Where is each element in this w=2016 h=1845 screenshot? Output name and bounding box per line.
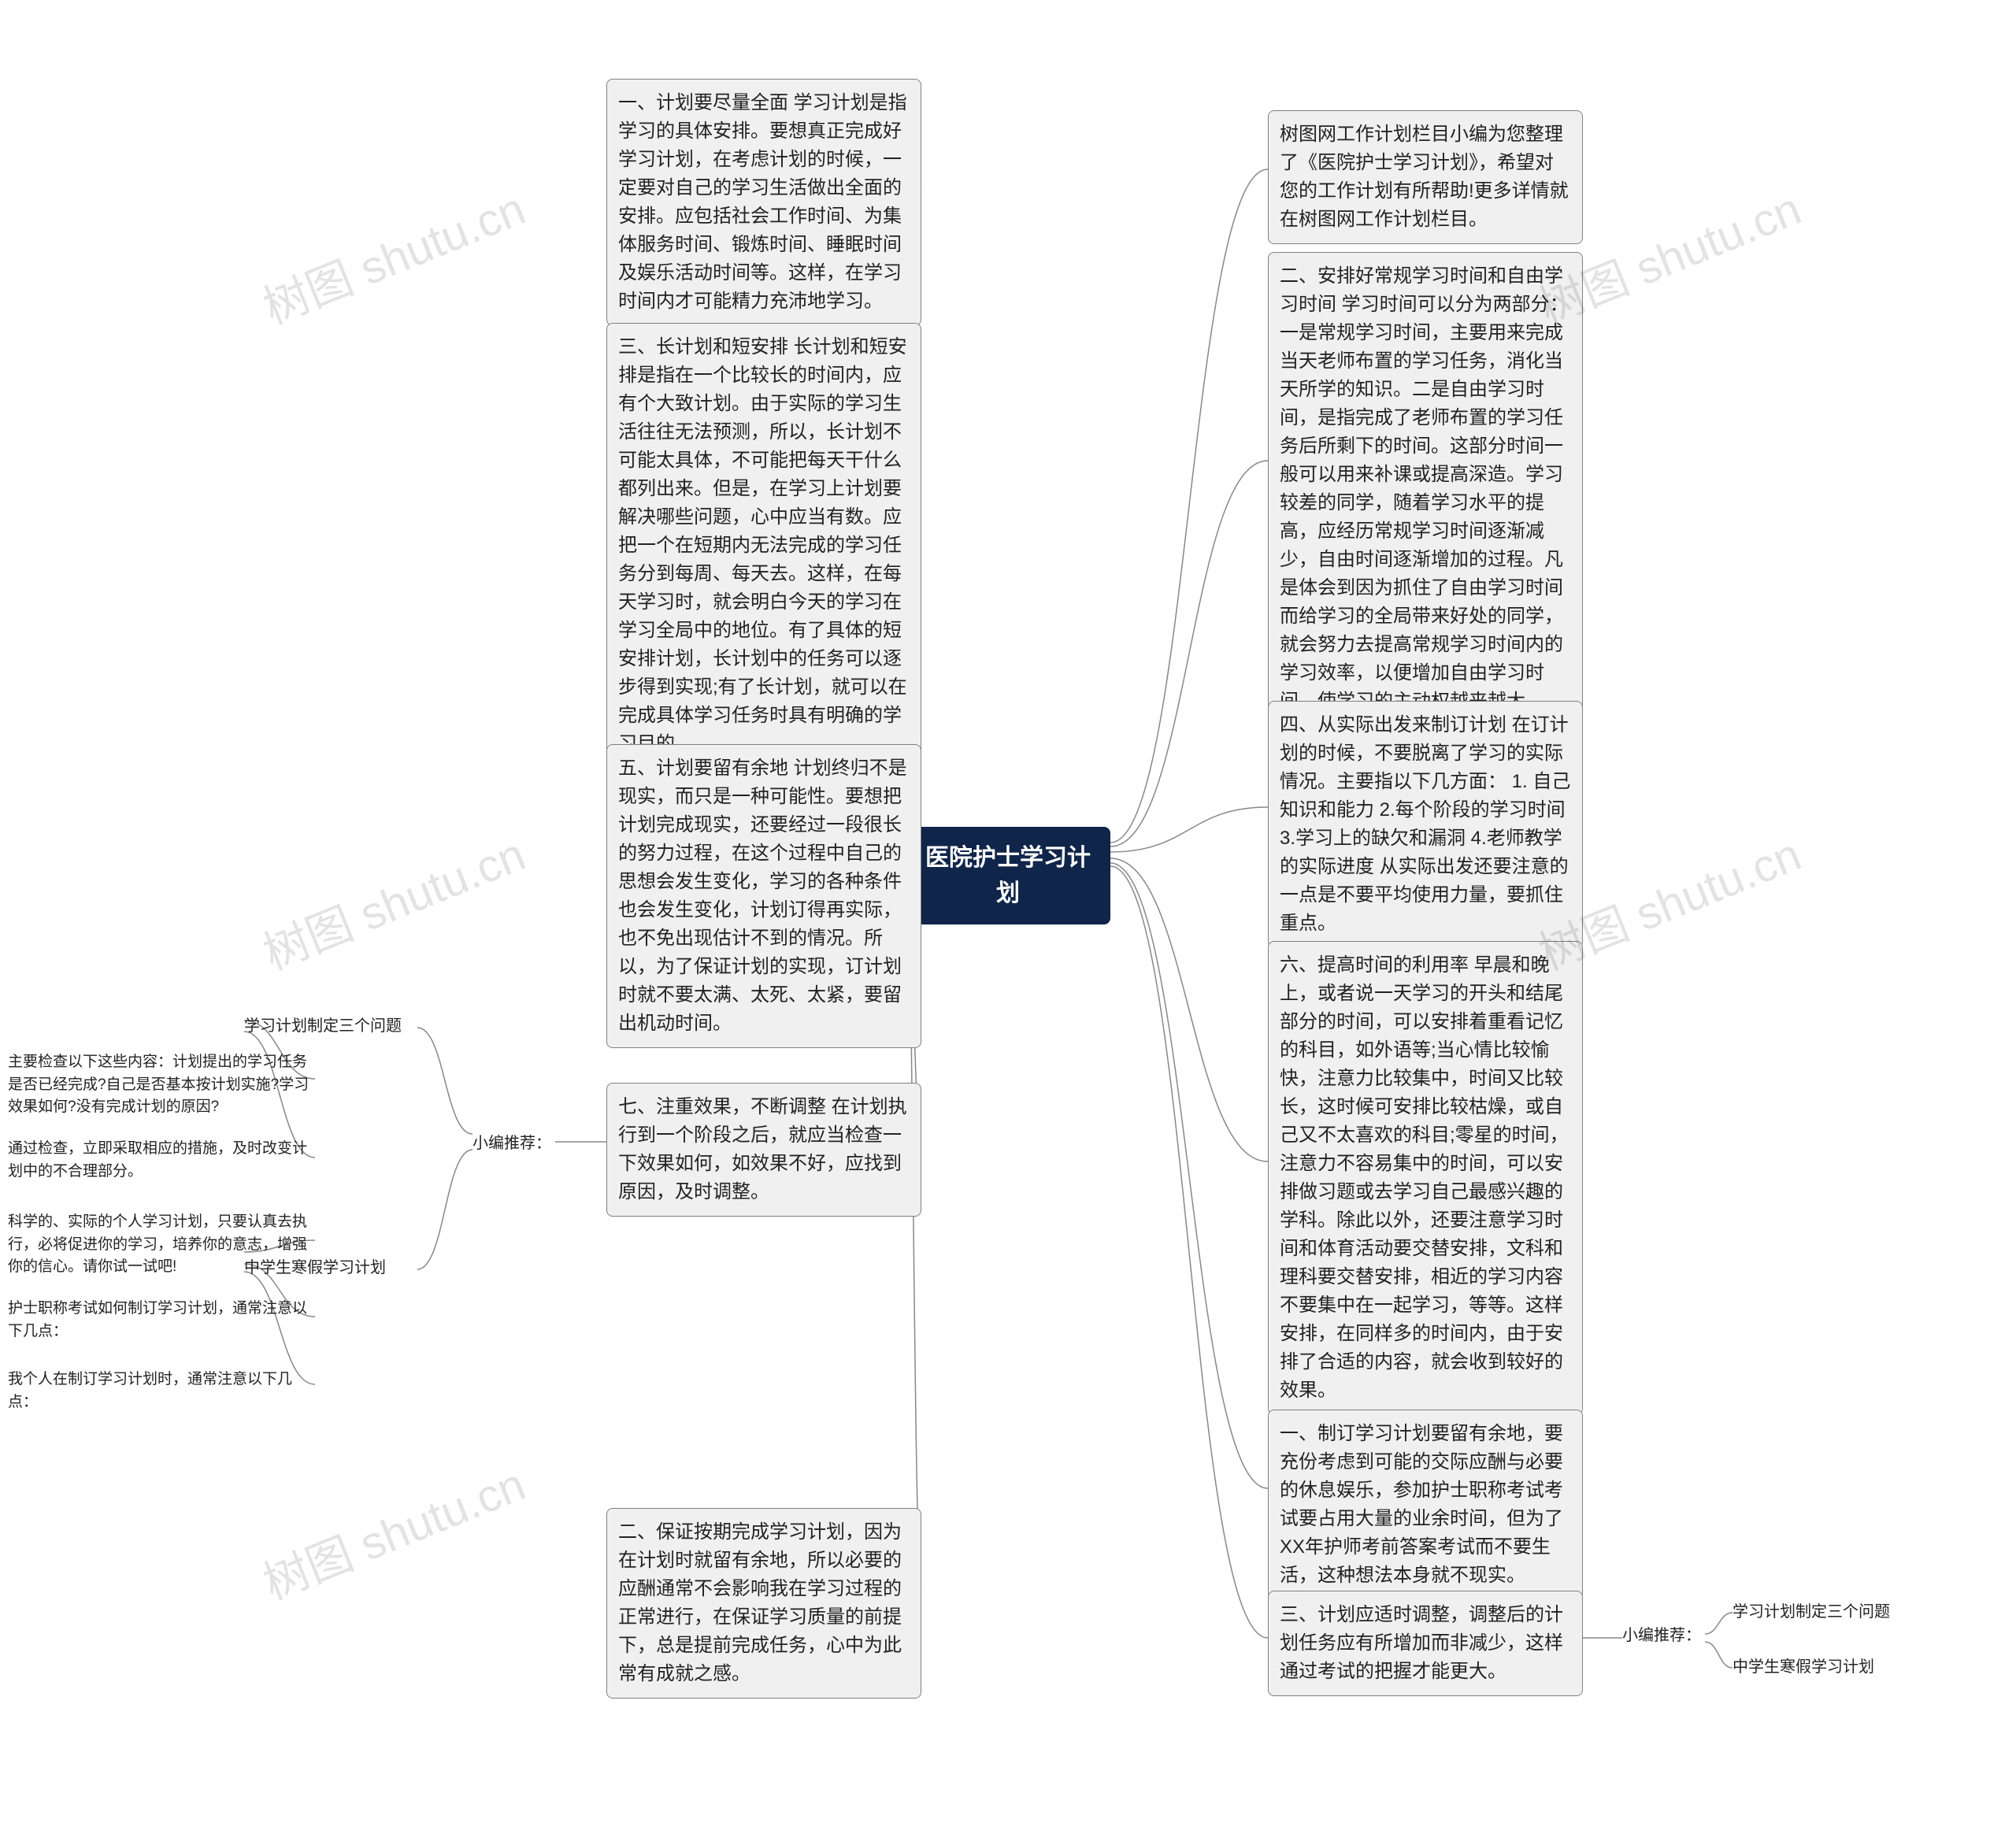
l4-g0-item-1: 通过检查，立即采取相应的措施，及时改变计划中的不合理部分。 [8,1138,315,1183]
watermark-2: 树图 shutu.cn [252,817,533,983]
watermark-0: 树图 shutu.cn [252,172,533,337]
node-r3-text: 四、从实际出发来制订计划 在订计划的时候，不要脱离了学习的实际情况。主要指以下几… [1280,714,1570,934]
node-r1: 树图网工作计划栏目小编为您整理了《医院护士学习计划》，希望对您的工作计划有所帮助… [1268,110,1583,244]
node-r6: 三、计划应适时调整，调整后的计划任务应有所增加而非减少，这样通过考试的把握才能更… [1268,1591,1583,1696]
mindmap-stage: 医院护士学习计划 树图网工作计划栏目小编为您整理了《医院护士学习计划》，希望对您… [0,0,2016,1845]
node-r5: 一、制订学习计划要留有余地，要充份考虑到可能的交际应酬与必要的休息娱乐，参加护士… [1268,1410,1583,1600]
l4-g1-item-1: 护士职称考试如何制订学习计划，通常注意以下几点： [8,1298,315,1343]
node-l1: 一、计划要尽量全面 学习计划是指学习的具体安排。要想真正完成好学习计划，在考虑计… [606,79,921,326]
l4-g0-item-0: 主要检查以下这些内容：计划提出的学习任务是否已经完成?自己是否基本按计划实施?学… [8,1051,315,1119]
l4-g1-item-0: 科学的、实际的个人学习计划，只要认真去执行，必将促进你的学习，培养你的意志，增强… [8,1211,315,1279]
l4-child-label: 小编推荐： [472,1132,551,1155]
node-l5: 二、保证按期完成学习计划，因为在计划时就留有余地，所以必要的应酬通常不会影响我在… [606,1508,921,1699]
node-r4: 六、提高时间的利用率 早晨和晚上，或者说一天学习的开头和结尾部分的时间，可以安排… [1268,941,1583,1415]
l4-g1-item-2: 我个人在制订学习计划时，通常注意以下几点： [8,1369,315,1413]
node-l3-text: 五、计划要留有余地 计划终归不是现实，而只是一种可能性。要想把计划完成现实，还要… [618,758,907,1034]
watermark-4: 树图 shutu.cn [252,1447,533,1613]
node-r6-text: 三、计划应适时调整，调整后的计划任务应有所增加而非减少，这样通过考试的把握才能更… [1280,1604,1563,1682]
r6-child-item-0: 学习计划制定三个问题 [1732,1600,1890,1624]
node-l4: 七、注重效果，不断调整 在计划执行到一个阶段之后，就应当检查一下效果如何，如效果… [606,1083,921,1217]
center-text: 医院护士学习计划 [925,845,1091,906]
node-r2: 二、安排好常规学习时间和自由学习时间 学习时间可以分为两部分：一是常规学习时间，… [1268,252,1583,726]
node-r2-text: 二、安排好常规学习时间和自由学习时间 学习时间可以分为两部分：一是常规学习时间，… [1280,265,1569,712]
node-r5-text: 一、制订学习计划要留有余地，要充份考虑到可能的交际应酬与必要的休息娱乐，参加护士… [1280,1423,1563,1586]
node-l2: 三、长计划和短安排 长计划和短安排是指在一个比较长的时间内，应有个大致计划。由于… [606,323,921,769]
node-l3: 五、计划要留有余地 计划终归不是现实，而只是一种可能性。要想把计划完成现实，还要… [606,744,921,1048]
r6-child-label: 小编推荐： [1622,1624,1701,1647]
node-l1-text: 一、计划要尽量全面 学习计划是指学习的具体安排。要想真正完成好学习计划，在考虑计… [618,92,907,312]
node-l4-text: 七、注重效果，不断调整 在计划执行到一个阶段之后，就应当检查一下效果如何，如效果… [618,1096,907,1202]
center-node: 医院护士学习计划 [906,827,1110,924]
r6-child-item-1: 中学生寒假学习计划 [1732,1655,1874,1679]
node-r4-text: 六、提高时间的利用率 早晨和晚上，或者说一天学习的开头和结尾部分的时间，可以安排… [1280,954,1569,1401]
node-r1-text: 树图网工作计划栏目小编为您整理了《医院护士学习计划》，希望对您的工作计划有所帮助… [1280,124,1569,230]
node-l2-text: 三、长计划和短安排 长计划和短安排是指在一个比较长的时间内，应有个大致计划。由于… [618,336,907,754]
node-r3: 四、从实际出发来制订计划 在订计划的时候，不要脱离了学习的实际情况。主要指以下几… [1268,701,1583,948]
l4-g0-label: 学习计划制定三个问题 [244,1014,402,1038]
node-l5-text: 二、保证按期完成学习计划，因为在计划时就留有余地，所以必要的应酬通常不会影响我在… [618,1521,902,1684]
